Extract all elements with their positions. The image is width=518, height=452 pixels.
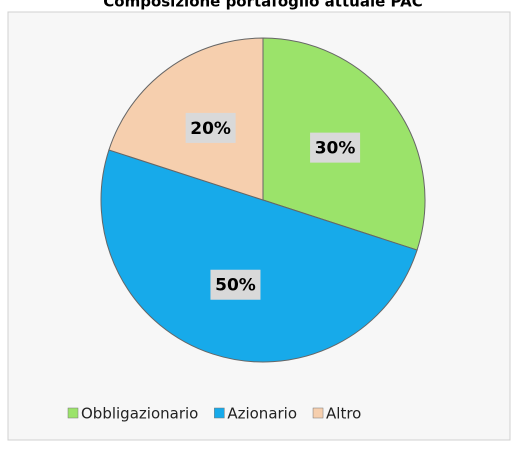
legend-swatch (214, 407, 225, 419)
legend-label: Azionario (227, 405, 297, 423)
data-label: 50% (215, 276, 256, 296)
pie-slice (100, 149, 418, 363)
label-box (210, 269, 261, 300)
label-box (185, 112, 236, 143)
legend-label: Altro (326, 405, 361, 423)
data-label: 20% (190, 119, 231, 139)
label-box (310, 132, 361, 163)
legend-label: Obbligazionario (81, 405, 198, 423)
chart-title: Composizione portafoglio attuale PAC (103, 0, 422, 11)
legend-swatch (67, 407, 79, 419)
legend-swatch (312, 407, 324, 419)
data-label: 30% (315, 139, 356, 159)
